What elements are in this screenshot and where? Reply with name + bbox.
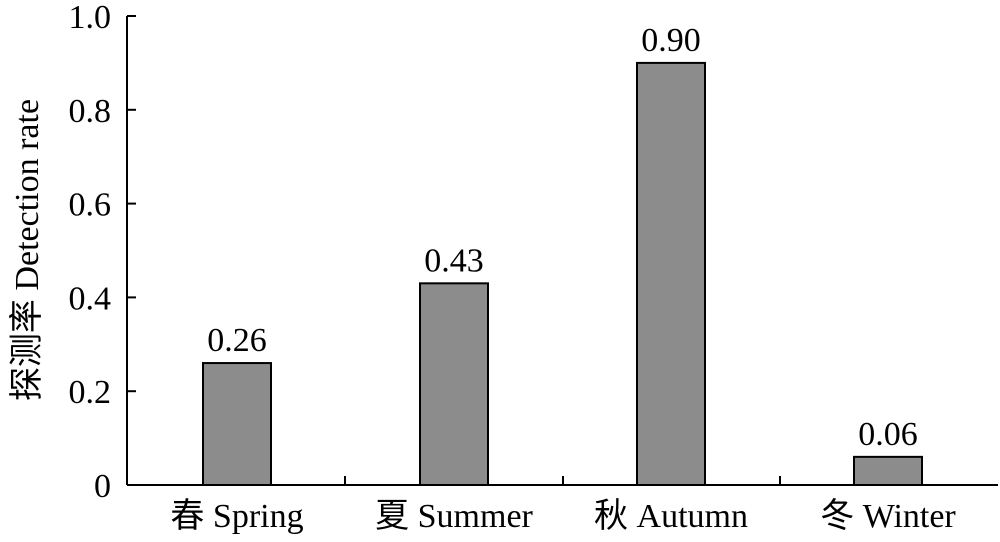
value-labels: 0.26 春 Spring 0.43 夏 Summer 0.90 秋 Autumn 0.06… [170, 22, 956, 535]
category-label: 秋 Autumn [594, 497, 748, 535]
y-tick-label: 0.8 [69, 93, 112, 130]
y-ticks: 0 0.2 0.4 0.6 0.8 1.0 [69, 0, 136, 505]
x-ticks [344, 476, 781, 485]
category-label: 冬 Winter [820, 497, 956, 535]
bar-value-label: 0.06 [858, 416, 918, 453]
bar [636, 61, 706, 487]
y-tick-label: 0 [94, 468, 111, 505]
category-label: 夏 Summer [375, 498, 533, 535]
bar [419, 282, 489, 486]
bar-value-label: 0.43 [424, 242, 484, 279]
bar [202, 362, 272, 486]
y-tick-label: 1.0 [69, 0, 112, 36]
y-tick-label: 0.2 [69, 374, 112, 411]
bars-layer [202, 61, 923, 487]
y-tick-label: 0.4 [69, 280, 112, 317]
bar-value-label: 0.26 [207, 322, 267, 359]
y-tick-label: 0.6 [69, 187, 112, 224]
category-label: 春 Spring [170, 497, 303, 535]
bar-value-label: 0.90 [641, 22, 701, 59]
y-axis-title: 探测率 Detection rate [8, 99, 46, 401]
bar [853, 455, 923, 486]
